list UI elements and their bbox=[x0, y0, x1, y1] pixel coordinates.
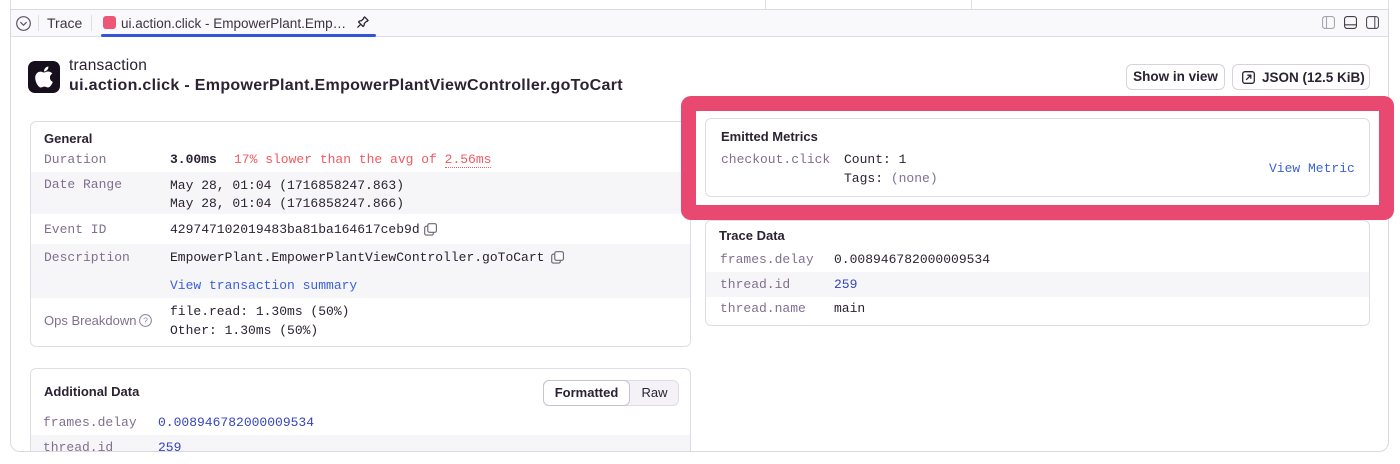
svg-text:?: ? bbox=[143, 315, 148, 325]
